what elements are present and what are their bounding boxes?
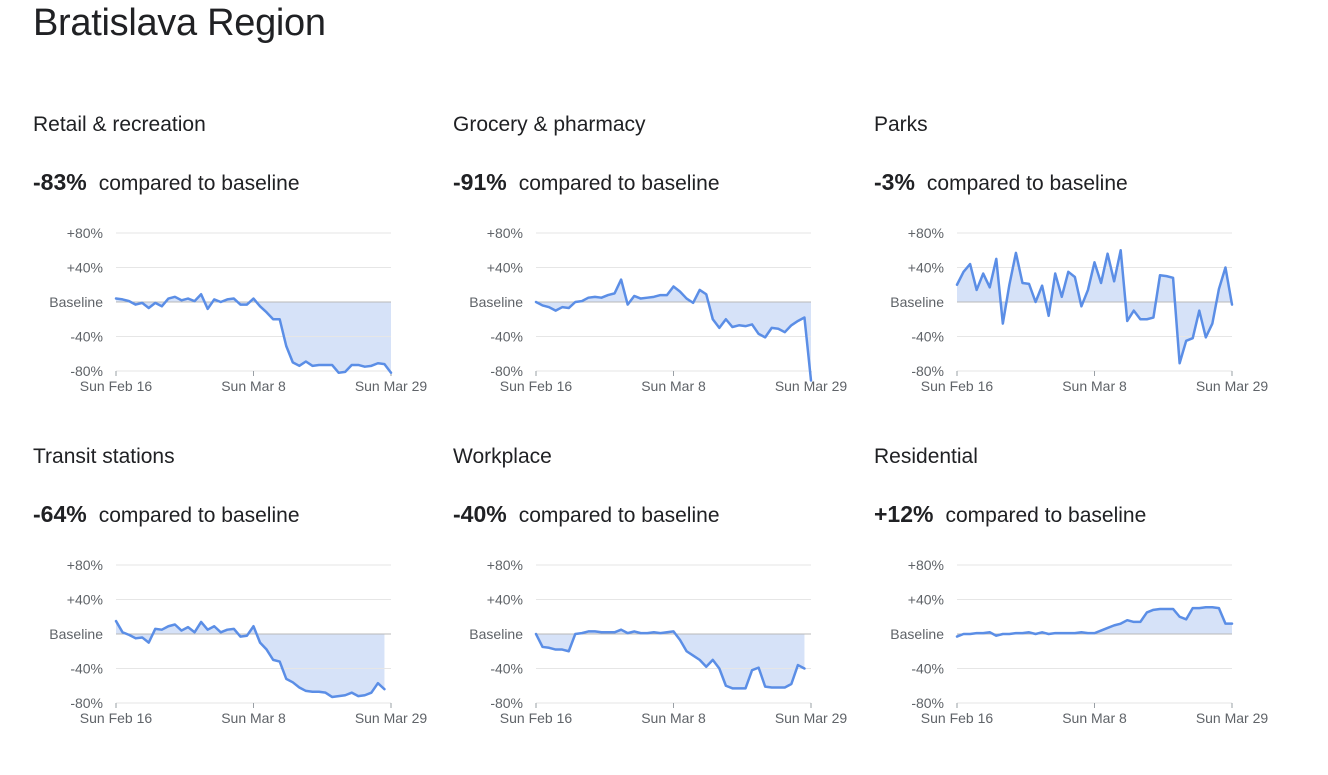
x-tick-label: Sun Mar 8 — [221, 378, 286, 394]
summary-suffix: compared to baseline — [926, 172, 1128, 195]
category-title: Residential — [874, 445, 978, 468]
series-line — [955, 606, 1234, 638]
y-tick-label: +80% — [67, 557, 103, 573]
x-tick-label: Sun Mar 29 — [355, 710, 428, 726]
summary-value: +12% — [874, 501, 934, 527]
y-tick-label: +80% — [908, 225, 944, 241]
x-tick-label: Sun Mar 29 — [775, 710, 848, 726]
baseline-area — [536, 279, 811, 381]
summary-line: -91% compared to baseline — [453, 169, 720, 196]
category-title: Workplace — [453, 445, 552, 468]
y-tick-label: +40% — [67, 260, 103, 276]
y-tick-label: +80% — [487, 557, 523, 573]
chart-panel-parks: Parks -3% compared to baseline +80% +40% Base… — [874, 113, 1294, 443]
y-tick-label: Baseline — [49, 626, 103, 642]
baseline-area — [116, 621, 385, 697]
summary-value: -64% — [33, 501, 87, 527]
category-title: Grocery & pharmacy — [453, 113, 646, 136]
line-chart: +80% +40% Baseline -40% -80%Sun Feb 16 Sun Ma… — [890, 225, 1269, 394]
chart-panel-retail-and-recreation: Retail & recreation -83% compared to basel… — [33, 113, 453, 443]
y-tick-label: +80% — [908, 557, 944, 573]
y-tick-label: -40% — [70, 329, 103, 345]
summary-line: -64% compared to baseline — [33, 501, 300, 528]
summary-line: +12% compared to baseline — [874, 501, 1146, 528]
series-line — [534, 628, 806, 690]
summary-suffix: compared to baseline — [98, 504, 300, 527]
y-tick-label: -80% — [70, 363, 103, 379]
summary-suffix: compared to baseline — [98, 172, 300, 195]
x-tick-label: Sun Mar 8 — [641, 378, 706, 394]
line-chart: +80% +40% Baseline -40% -80%Sun Feb 16 Sun Ma… — [469, 225, 848, 394]
chart-panel-grocery-and-pharmacy: Grocery & pharmacy -91% compared to baseli… — [453, 113, 873, 443]
x-tick-label: Sun Mar 29 — [1196, 378, 1269, 394]
summary-suffix: compared to baseline — [518, 504, 720, 527]
baseline-area — [957, 607, 1232, 637]
x-tick-label: Sun Mar 29 — [775, 378, 848, 394]
chart-panel-residential: Residential +12% compared to baseline +80% +… — [874, 445, 1294, 775]
y-tick-label: +40% — [487, 592, 523, 608]
y-tick-label: +40% — [908, 260, 944, 276]
y-tick-label: -40% — [490, 661, 523, 677]
x-tick-label: Sun Feb 16 — [80, 378, 153, 394]
y-tick-label: -80% — [490, 695, 523, 711]
summary-suffix: compared to baseline — [945, 504, 1147, 527]
x-tick-label: Sun Mar 29 — [1196, 710, 1269, 726]
line-chart: +80% +40% Baseline -40% -80%Sun Feb 16 Sun Ma… — [49, 225, 428, 394]
y-tick-label: +40% — [487, 260, 523, 276]
page-title: Bratislava Region — [33, 2, 326, 44]
y-tick-label: -40% — [490, 329, 523, 345]
line-chart: +80% +40% Baseline -40% -80%Sun Feb 16 Sun Ma… — [890, 557, 1269, 726]
category-title: Parks — [874, 113, 928, 136]
x-tick-label: Sun Feb 16 — [500, 378, 573, 394]
y-tick-label: +40% — [908, 592, 944, 608]
y-tick-label: -80% — [490, 363, 523, 379]
y-tick-label: +80% — [487, 225, 523, 241]
y-tick-label: Baseline — [49, 294, 103, 310]
chart-panel-workplace: Workplace -40% compared to baseline +80% +40… — [453, 445, 873, 775]
category-title: Transit stations — [33, 445, 175, 468]
y-tick-label: +40% — [67, 592, 103, 608]
series-line — [114, 619, 386, 699]
line-chart: +80% +40% Baseline -40% -80%Sun Feb 16 Sun Ma… — [49, 557, 428, 726]
summary-suffix: compared to baseline — [518, 172, 720, 195]
y-tick-label: -80% — [70, 695, 103, 711]
y-tick-label: -40% — [70, 661, 103, 677]
summary-value: -83% — [33, 169, 87, 195]
x-tick-label: Sun Mar 8 — [641, 710, 706, 726]
y-tick-label: Baseline — [890, 294, 944, 310]
y-tick-label: -40% — [911, 661, 944, 677]
series-line — [114, 292, 393, 374]
x-tick-label: Sun Mar 8 — [221, 710, 286, 726]
summary-value: -91% — [453, 169, 507, 195]
x-tick-label: Sun Mar 8 — [1062, 710, 1127, 726]
x-tick-label: Sun Mar 29 — [355, 378, 428, 394]
x-tick-label: Sun Mar 8 — [1062, 378, 1127, 394]
baseline-area — [116, 294, 391, 373]
series-line — [534, 278, 813, 382]
series-line — [955, 249, 1234, 365]
x-tick-label: Sun Feb 16 — [500, 710, 573, 726]
y-tick-label: -40% — [911, 329, 944, 345]
y-tick-label: -80% — [911, 363, 944, 379]
category-title: Retail & recreation — [33, 113, 206, 136]
x-tick-label: Sun Feb 16 — [921, 710, 994, 726]
summary-line: -83% compared to baseline — [33, 169, 300, 196]
x-tick-label: Sun Feb 16 — [921, 378, 994, 394]
summary-line: -3% compared to baseline — [874, 169, 1128, 196]
chart-panel-transit-stations: Transit stations -64% compared to baseline… — [33, 445, 453, 775]
summary-value: -3% — [874, 169, 915, 195]
y-tick-label: Baseline — [469, 294, 523, 310]
line-chart: +80% +40% Baseline -40% -80%Sun Feb 16 Sun Ma… — [469, 557, 848, 726]
y-tick-label: -80% — [911, 695, 944, 711]
summary-value: -40% — [453, 501, 507, 527]
summary-line: -40% compared to baseline — [453, 501, 720, 528]
baseline-area — [536, 629, 805, 689]
y-tick-label: Baseline — [469, 626, 523, 642]
y-tick-label: +80% — [67, 225, 103, 241]
y-tick-label: Baseline — [890, 626, 944, 642]
baseline-area — [957, 250, 1232, 364]
x-tick-label: Sun Feb 16 — [80, 710, 153, 726]
